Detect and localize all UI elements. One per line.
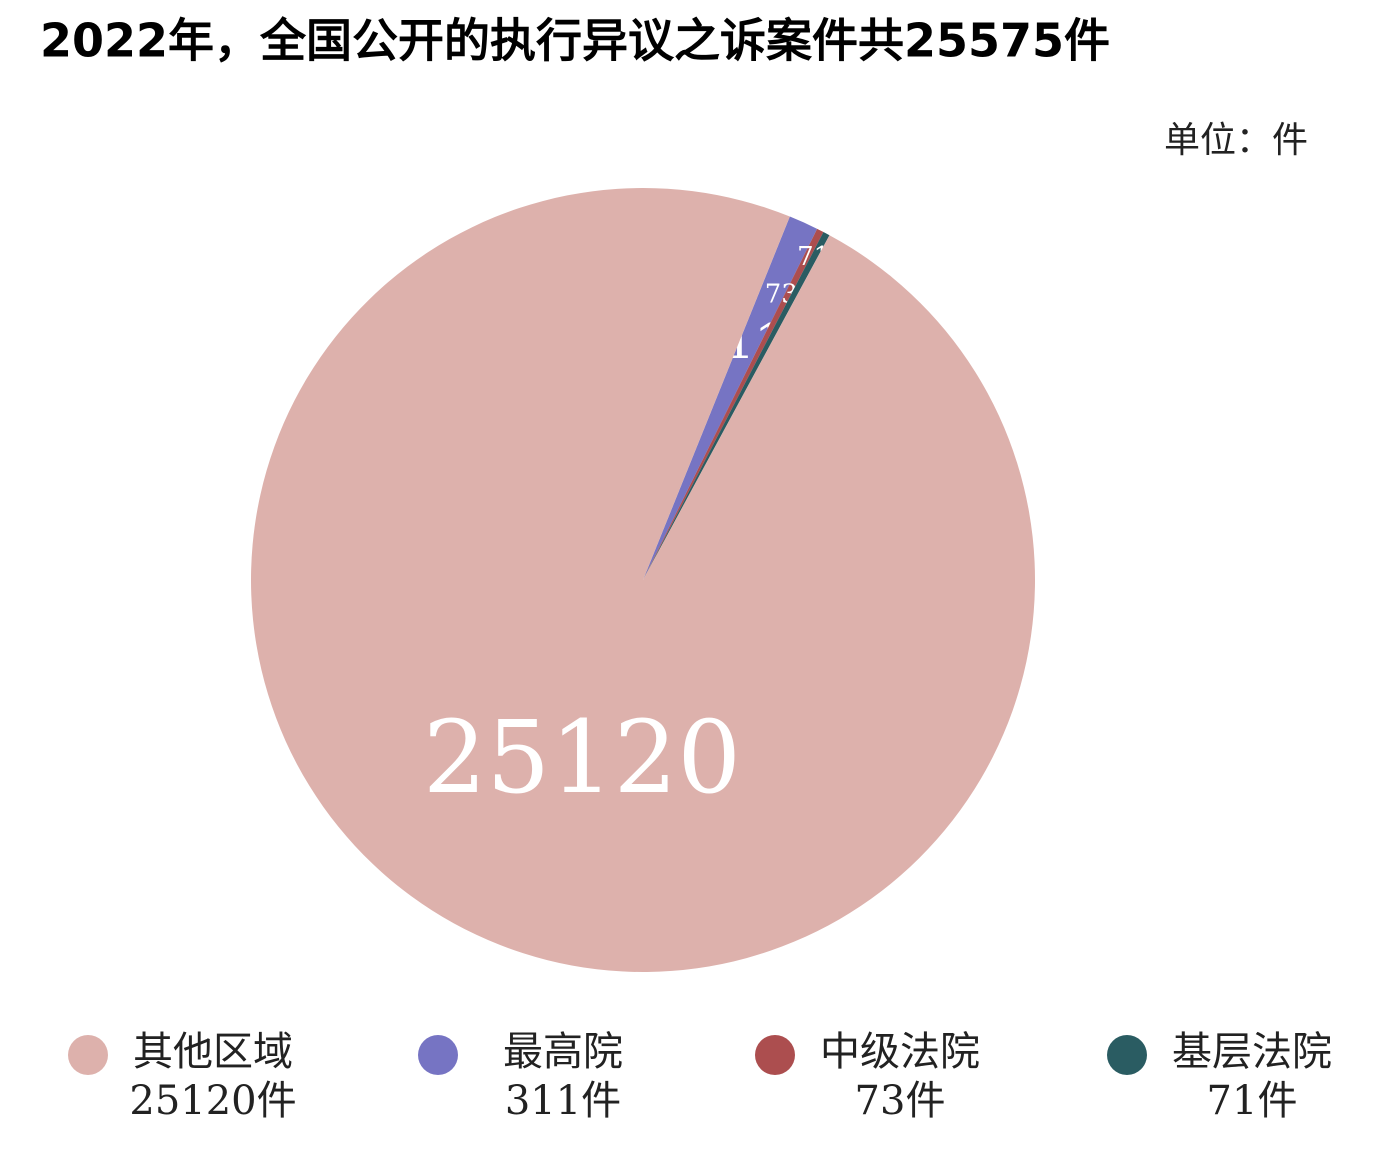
legend-value: 25120件 <box>129 1078 296 1124</box>
chart-title: 2022年，全国公开的执行异议之诉案件共25575件 <box>40 14 1110 68</box>
data-label: 25120 <box>423 699 741 816</box>
legend-label: 基层法院 <box>1172 1029 1332 1075</box>
legend-swatch <box>1107 1035 1147 1075</box>
pie-slice <box>643 231 830 581</box>
legend-swatch <box>755 1035 795 1075</box>
legend-value: 71件 <box>1207 1078 1298 1124</box>
legend-swatch <box>68 1035 108 1075</box>
legend-value: 73件 <box>855 1078 946 1124</box>
pie-slice <box>643 216 818 580</box>
pie-slice <box>643 228 824 580</box>
legend-label: 其他区域 <box>133 1029 293 1075</box>
legend-value: 311件 <box>505 1078 621 1124</box>
legend-label: 最高院 <box>503 1029 623 1075</box>
pie-slice <box>251 188 1035 973</box>
legend-label: 中级法院 <box>820 1029 980 1075</box>
unit-label: 单位：件 <box>1164 120 1308 161</box>
legend-swatch <box>418 1035 458 1075</box>
